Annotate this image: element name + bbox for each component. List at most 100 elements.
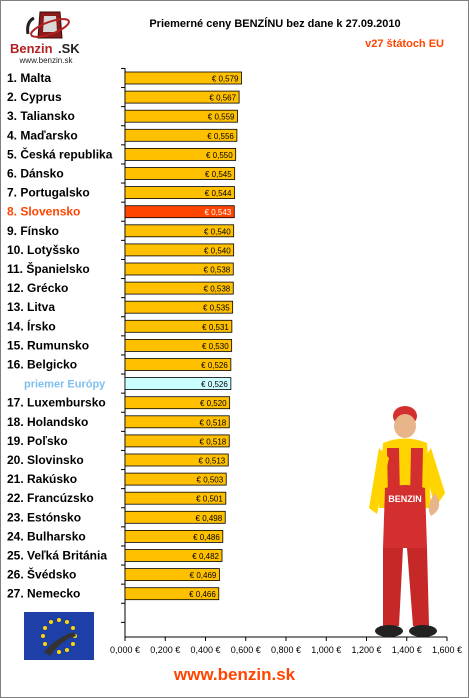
bar bbox=[124, 396, 231, 410]
bar bbox=[124, 434, 230, 448]
category-label: 17. Luxembursko bbox=[7, 396, 106, 410]
benzin-logo[interactable]: Benzin .SK www.benzin.sk bbox=[6, 8, 86, 66]
category-label: 13. Litva bbox=[7, 300, 55, 314]
chart-subtitle: v27 štátoch EU bbox=[365, 38, 444, 50]
svg-text:BENZIN: BENZIN bbox=[388, 494, 422, 504]
category-label: 18. Holandsko bbox=[7, 415, 88, 429]
bar bbox=[124, 147, 237, 161]
bar bbox=[124, 549, 223, 562]
bar-value-label: € 0,540 bbox=[204, 227, 231, 236]
logo-brand-text: Benzin bbox=[10, 41, 53, 56]
bar-value-label: € 0,526 bbox=[201, 380, 228, 389]
bar bbox=[124, 224, 235, 238]
category-label: 22. Francúzsko bbox=[7, 491, 94, 505]
bar bbox=[124, 587, 220, 601]
bar-value-label: € 0,518 bbox=[200, 437, 227, 446]
category-label: priemer Európy bbox=[24, 379, 106, 391]
category-label: 9. Fínsko bbox=[7, 224, 59, 238]
bar-value-label: € 0,544 bbox=[205, 189, 232, 198]
bar-value-label: € 0,579 bbox=[212, 75, 239, 84]
bar-value-label: € 0,513 bbox=[199, 457, 226, 466]
fuel-nozzle-icon bbox=[26, 11, 70, 39]
category-label: 6. Dánsko bbox=[7, 167, 64, 181]
bar-value-label: € 0,482 bbox=[192, 552, 219, 561]
category-label: 3. Taliansko bbox=[7, 109, 75, 123]
bar-value-label: € 0,526 bbox=[201, 361, 228, 370]
category-label: 10. Lotyšsko bbox=[7, 243, 80, 257]
chart-title: Priemerné ceny BENZÍNU bez dane k 27.09.… bbox=[149, 18, 401, 30]
bar bbox=[124, 128, 238, 142]
bar bbox=[124, 300, 234, 314]
bar bbox=[124, 338, 233, 352]
category-label: 2. Cyprus bbox=[7, 90, 62, 104]
bar bbox=[124, 109, 238, 123]
bar-value-label: € 0,538 bbox=[204, 266, 231, 275]
x-tick-label: 0,200 € bbox=[150, 645, 180, 655]
category-label: 4. Maďarsko bbox=[7, 128, 78, 142]
bar bbox=[124, 377, 232, 391]
bar bbox=[124, 243, 235, 257]
category-label: 19. Poľsko bbox=[7, 434, 68, 448]
bar-value-label: € 0,503 bbox=[197, 476, 224, 485]
category-label: 26. Švédsko bbox=[7, 567, 76, 582]
bar bbox=[124, 186, 235, 200]
bar-value-label: € 0,535 bbox=[203, 304, 230, 313]
bar-value-label: € 0,486 bbox=[193, 533, 220, 542]
bar-value-label: € 0,556 bbox=[207, 132, 234, 141]
category-label: 25. Veľká Británia bbox=[7, 549, 107, 563]
category-label: 20. Slovinsko bbox=[7, 453, 84, 467]
bar bbox=[124, 281, 234, 295]
x-tick-label: 1,000 € bbox=[311, 645, 341, 655]
footer-url[interactable]: www.benzin.sk bbox=[173, 665, 296, 684]
category-label: 5. Česká republika bbox=[7, 146, 113, 161]
bar-value-label: € 0,545 bbox=[205, 170, 232, 179]
bar-value-label: € 0,466 bbox=[189, 590, 216, 599]
bar-value-label: € 0,469 bbox=[190, 571, 217, 580]
bar-value-label: € 0,540 bbox=[204, 246, 231, 255]
category-label: 7. Portugalsko bbox=[7, 186, 90, 200]
bar bbox=[124, 167, 236, 180]
bar-value-label: € 0,567 bbox=[209, 94, 236, 103]
bar bbox=[124, 510, 226, 524]
logo-sk-text: .SK bbox=[58, 41, 80, 56]
gas-station-attendant-figure: BENZIN bbox=[369, 406, 445, 637]
bar bbox=[124, 568, 220, 581]
bar-value-label: € 0,543 bbox=[205, 208, 232, 217]
x-tick-label: 0,800 € bbox=[271, 645, 301, 655]
category-label: 23. Estónsko bbox=[7, 510, 81, 524]
category-label: 8. Slovensko bbox=[7, 205, 80, 219]
bar bbox=[124, 491, 227, 505]
bar bbox=[124, 358, 232, 371]
x-tick-label: 0,600 € bbox=[231, 645, 261, 655]
category-label: 16. Belgicko bbox=[7, 358, 77, 372]
category-label: 11. Španielsko bbox=[7, 261, 90, 276]
bar-value-label: € 0,501 bbox=[196, 495, 223, 504]
bar bbox=[124, 71, 242, 85]
bar-value-label: € 0,518 bbox=[200, 418, 227, 427]
bar bbox=[124, 90, 240, 104]
bar-value-label: € 0,538 bbox=[204, 285, 231, 294]
category-label: 15. Rumunsko bbox=[7, 338, 89, 352]
x-tick-label: 0,400 € bbox=[190, 645, 220, 655]
logo-url-text: www.benzin.sk bbox=[19, 56, 74, 65]
bar-value-label: € 0,498 bbox=[196, 514, 223, 523]
bar bbox=[124, 205, 235, 219]
bar bbox=[124, 262, 234, 276]
category-label: 1. Malta bbox=[7, 71, 51, 85]
x-tick-label: 1,600 € bbox=[432, 645, 462, 655]
category-label: 14. Írsko bbox=[7, 318, 56, 333]
category-label: 21. Rakúsko bbox=[7, 472, 77, 486]
bar bbox=[124, 415, 230, 429]
bar-value-label: € 0,550 bbox=[206, 151, 233, 160]
eu-flag-icon bbox=[24, 612, 94, 660]
bar-value-label: € 0,530 bbox=[202, 342, 229, 351]
bar-value-label: € 0,559 bbox=[208, 113, 235, 122]
bar bbox=[124, 472, 227, 486]
bar bbox=[124, 530, 224, 543]
category-label: 27. Nemecko bbox=[7, 587, 80, 601]
bar-value-label: € 0,531 bbox=[202, 323, 229, 332]
x-tick-label: 1,200 € bbox=[351, 645, 381, 655]
bar bbox=[124, 319, 233, 333]
category-label: 24. Bulharsko bbox=[7, 529, 86, 543]
